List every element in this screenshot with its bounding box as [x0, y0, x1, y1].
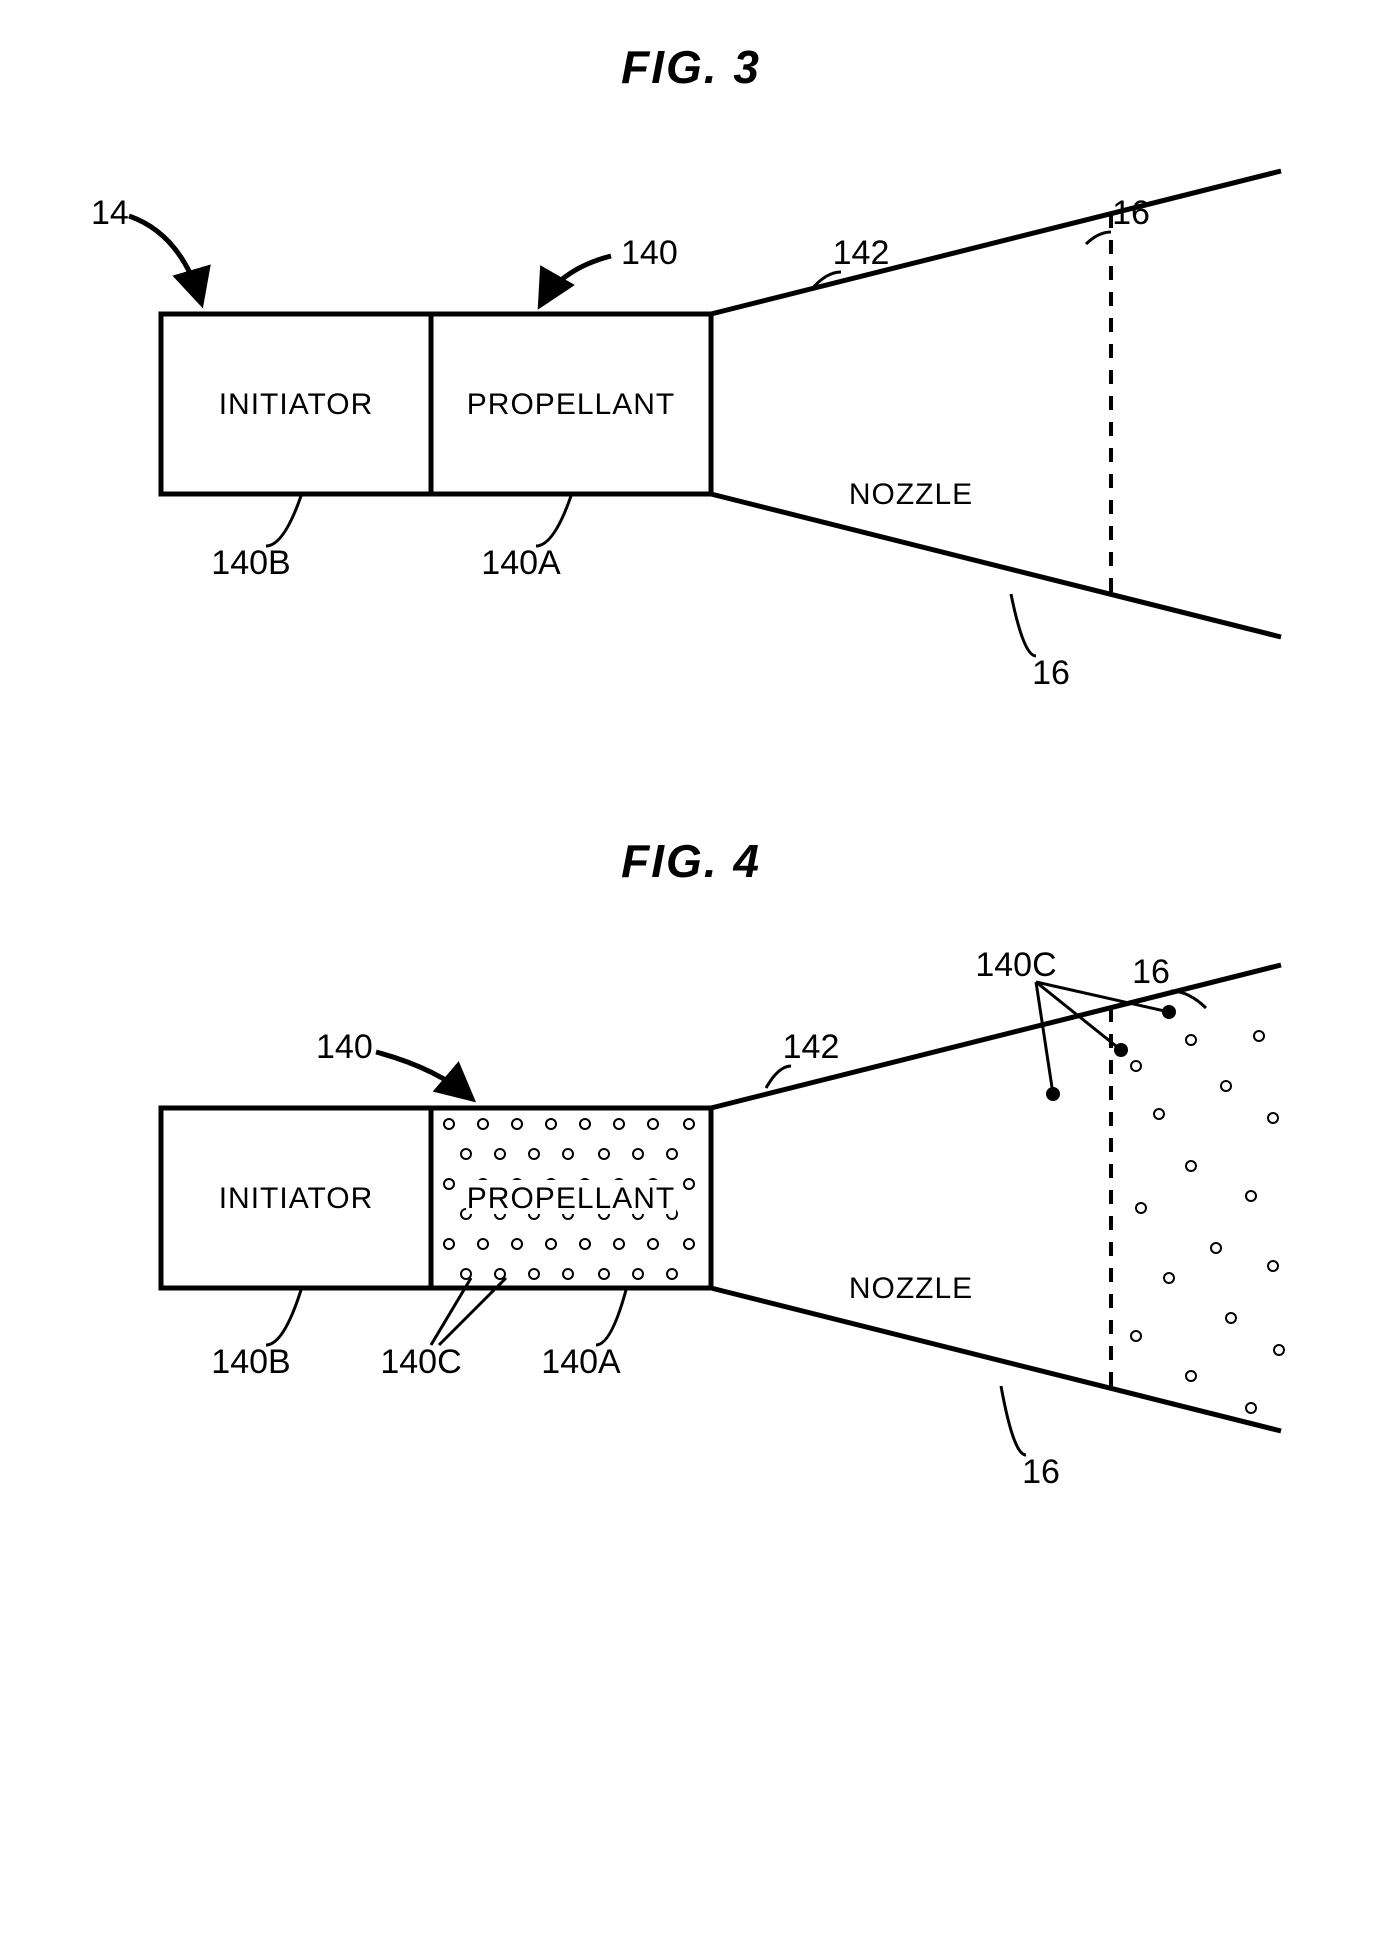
spray-particles — [1131, 1031, 1284, 1413]
ref-142: 142 — [833, 234, 890, 272]
nozzle-top-line — [711, 171, 1281, 314]
ref-16-top: 16 — [1112, 194, 1150, 232]
figure-3: FIG. 3 INITIATOR PROPELLANT NOZZLE 14 140 142… — [41, 40, 1341, 754]
ref-16-top: 16 — [1132, 953, 1170, 991]
ref-140-arrow — [376, 1052, 471, 1098]
ref-142: 142 — [783, 1028, 840, 1066]
figure-4-svg: INITIATOR PROPELLANT NOZZLE 140 142 16 16 140B 1… — [41, 908, 1341, 1548]
ref-140: 140 — [316, 1028, 373, 1066]
ref-140B: 140B — [211, 544, 290, 582]
ref-14-arrow — [129, 216, 201, 302]
figure-3-title: FIG. 3 — [41, 40, 1341, 94]
ref-140-arrow — [541, 256, 611, 304]
ref-14: 14 — [91, 194, 129, 232]
ref-140B: 140B — [211, 1343, 290, 1381]
initiator-label: INITIATOR — [219, 388, 374, 421]
ref-16-bottom: 16 — [1032, 654, 1070, 692]
figure-4-title: FIG. 4 — [41, 834, 1341, 888]
nozzle-label: NOZZLE — [849, 478, 973, 511]
figure-3-svg: INITIATOR PROPELLANT NOZZLE 14 140 142 16 16 140… — [41, 114, 1341, 754]
ref-140C-top: 140C — [975, 946, 1056, 984]
ref-140C-bottom: 140C — [380, 1343, 461, 1381]
nozzle-label: NOZZLE — [849, 1272, 973, 1305]
nozzle-bottom-line — [711, 494, 1281, 637]
ref-140A: 140A — [541, 1343, 621, 1381]
propellant-label: PROPELLANT — [467, 1182, 675, 1215]
nozzle-bottom-line — [711, 1288, 1281, 1431]
propellant-label: PROPELLANT — [467, 388, 675, 421]
figure-4: FIG. 4 INITIATOR PROPELLANT NOZZLE 140 142 16… — [41, 834, 1341, 1548]
ref-16-bottom: 16 — [1022, 1453, 1060, 1491]
ref-140A: 140A — [481, 544, 561, 582]
initiator-label: INITIATOR — [219, 1182, 374, 1215]
ref-140: 140 — [621, 234, 678, 272]
